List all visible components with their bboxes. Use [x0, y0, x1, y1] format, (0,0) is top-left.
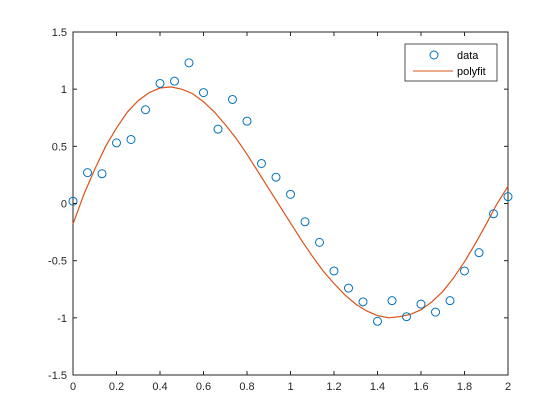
- axes-box: [72, 31, 509, 376]
- data-point: [257, 158, 267, 168]
- data-point: [155, 78, 165, 88]
- data-point: [373, 316, 382, 326]
- data-point: [300, 217, 310, 227]
- x-tick-label: 0.6: [196, 381, 211, 393]
- x-tick-label: 1: [287, 381, 293, 393]
- y-tick-label: 1.5: [52, 27, 67, 39]
- data-point: [488, 209, 498, 219]
- data-point: [68, 196, 78, 206]
- data-points-layer: [68, 58, 513, 326]
- data-point: [387, 296, 397, 306]
- y-axis-ticks: -1.5 -1 -0.5 0 0.5 1 1.5: [48, 27, 508, 382]
- data-point: [242, 116, 252, 126]
- x-tick-label: 1.2: [326, 381, 341, 393]
- data-point: [416, 299, 426, 309]
- data-point: [503, 192, 513, 202]
- x-axis-ticks: 0 0.2 0.4 0.6 0.8 1 1.2 1.4 1.6 1.8 2: [70, 32, 511, 393]
- polyfit-line: [72, 86, 509, 319]
- x-tick-label: 1.6: [413, 381, 428, 393]
- data-point: [112, 138, 121, 148]
- plot-area: [68, 31, 513, 376]
- y-tick-label: 1: [61, 84, 67, 96]
- polyfit-line-layer: [72, 86, 509, 319]
- legend-label-polyfit: polyfit: [457, 66, 486, 78]
- x-tick-label: 0.4: [152, 381, 167, 393]
- x-tick-label: 2: [505, 381, 511, 393]
- data-point: [314, 237, 324, 247]
- y-tick-label: -1.5: [48, 370, 67, 382]
- y-tick-label: 0: [61, 199, 67, 211]
- y-tick-label: -1: [57, 313, 67, 325]
- x-tick-label: 0.2: [109, 381, 124, 393]
- data-point: [286, 189, 295, 199]
- x-tick-label: 0: [70, 381, 76, 393]
- data-point: [329, 266, 339, 276]
- legend: data polyfit: [404, 43, 498, 82]
- data-point: [445, 296, 455, 306]
- data-point: [97, 169, 107, 179]
- y-tick-label: 0.5: [52, 141, 67, 153]
- x-tick-label: 1.8: [457, 381, 472, 393]
- data-point: [227, 94, 237, 104]
- y-tick-label: -0.5: [48, 256, 67, 268]
- data-point: [474, 248, 484, 258]
- data-point: [83, 168, 93, 178]
- legend-label-data: data: [457, 50, 479, 62]
- data-point: [126, 134, 136, 144]
- data-point: [170, 76, 180, 86]
- data-point: [184, 58, 194, 68]
- data-point: [431, 307, 441, 317]
- data-point: [271, 172, 281, 182]
- legend-data-marker: [429, 50, 439, 60]
- data-point: [213, 124, 223, 134]
- data-point: [344, 283, 354, 293]
- data-point: [358, 297, 368, 307]
- data-point: [140, 105, 150, 115]
- data-point: [401, 312, 411, 322]
- data-point: [460, 266, 469, 276]
- x-tick-label: 0.8: [239, 381, 254, 393]
- legend-box: [404, 43, 498, 82]
- x-tick-label: 1.4: [370, 381, 385, 393]
- data-point: [199, 88, 208, 98]
